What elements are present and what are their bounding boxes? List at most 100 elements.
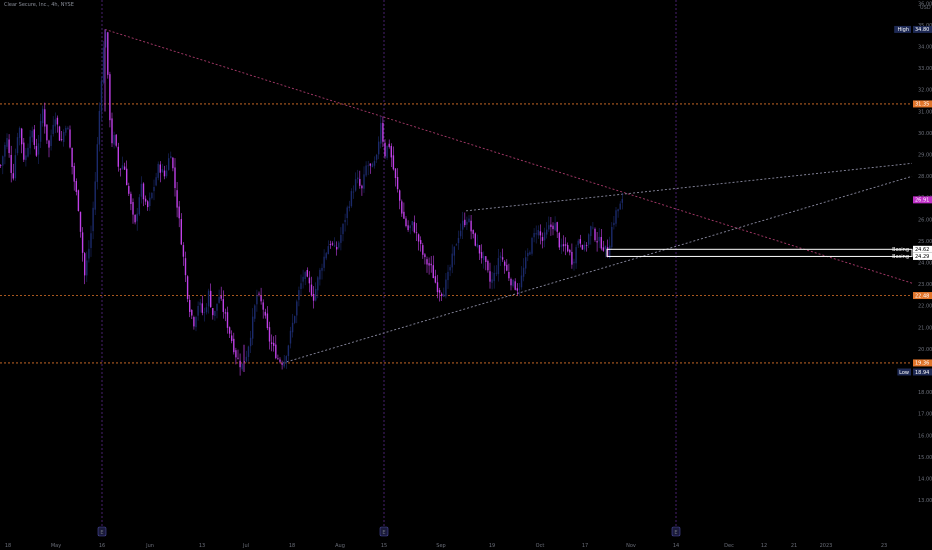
price-tick-label: 26.00 xyxy=(918,217,932,223)
candle-body xyxy=(361,185,363,189)
time-tick-label: 14 xyxy=(673,543,679,549)
candle-body xyxy=(371,163,374,168)
candle-body xyxy=(373,160,376,166)
time-tick-label: Jun xyxy=(145,543,154,549)
event-marker[interactable] xyxy=(97,526,107,537)
candle-body xyxy=(252,316,254,339)
price-tick-label: 31.00 xyxy=(918,109,932,115)
candle-body xyxy=(569,249,571,253)
candle-body xyxy=(567,245,569,252)
candle-body xyxy=(518,288,521,290)
candle-body xyxy=(390,145,392,158)
event-marker-label: E xyxy=(100,530,103,536)
candle-body xyxy=(153,186,155,192)
candle-body xyxy=(75,181,77,192)
candle-body xyxy=(254,305,256,319)
time-tick-label: 19 xyxy=(489,543,495,549)
candle-body xyxy=(615,210,617,224)
time-tick-label: May xyxy=(51,543,61,549)
candle-body xyxy=(537,229,539,236)
candle-body xyxy=(411,221,413,226)
price-tag-bg xyxy=(913,368,932,376)
candle-body xyxy=(489,271,491,282)
price-tag-bg xyxy=(913,196,932,204)
candle-body xyxy=(420,240,422,244)
candle-body xyxy=(543,232,546,241)
candle-body xyxy=(426,259,428,265)
price-tick-label: 33.00 xyxy=(918,66,932,72)
price-tag-value: 31.35 xyxy=(915,102,929,108)
candles-layer xyxy=(0,29,623,376)
time-tick-label: 2023 xyxy=(820,543,833,549)
candle-body xyxy=(172,157,174,169)
time-tick-label: 18 xyxy=(5,543,11,549)
candle-body xyxy=(333,245,336,247)
event-marker[interactable] xyxy=(671,526,681,537)
price-tag-value: 34.80 xyxy=(915,27,929,33)
candle-body xyxy=(222,299,224,312)
candle-body xyxy=(325,253,327,259)
candle-body xyxy=(121,165,124,170)
candle-body xyxy=(464,219,466,226)
price-tick-label: 13.00 xyxy=(918,498,932,504)
candle-body xyxy=(268,327,271,342)
trendline-rising-channel-top[interactable] xyxy=(465,162,913,212)
candle-body xyxy=(525,257,527,269)
price-tag-bg xyxy=(913,100,932,108)
price-tag-bg xyxy=(913,292,932,300)
candle-body xyxy=(405,218,407,226)
candle-body xyxy=(493,272,495,282)
candle-body xyxy=(541,237,544,241)
candle-body xyxy=(300,283,302,290)
candle-body xyxy=(474,233,476,246)
candle-body xyxy=(480,252,483,259)
candle-body xyxy=(409,225,411,229)
candle-body xyxy=(327,246,329,255)
candle-body xyxy=(279,359,281,362)
candle-body xyxy=(512,279,514,287)
trendline-resistance[interactable] xyxy=(104,28,913,284)
candle-body xyxy=(71,147,73,168)
price-tick-label: 28.00 xyxy=(918,174,932,180)
event-marker[interactable] xyxy=(379,526,389,537)
price-tag-label-bg xyxy=(894,25,911,33)
candle-body xyxy=(399,190,401,201)
candle-body xyxy=(84,253,86,276)
candle-body xyxy=(294,316,296,323)
candle-body xyxy=(306,269,308,277)
trendline-support[interactable] xyxy=(282,175,913,364)
candle-body xyxy=(235,350,237,358)
candle-body xyxy=(438,290,441,293)
price-tags-layer: High 34.80 31.35 26.91 Basing 24.62 Basing 24.2… xyxy=(892,25,932,376)
candle-body xyxy=(392,155,395,170)
candle-body xyxy=(564,244,567,246)
candle-body xyxy=(378,141,380,155)
candle-body xyxy=(560,244,563,247)
candle-body xyxy=(207,290,210,307)
candle-body xyxy=(577,240,579,246)
candle-body xyxy=(186,276,189,299)
candle-body xyxy=(445,279,447,297)
time-tick-label: Jul xyxy=(242,543,249,549)
candle-body xyxy=(65,127,67,133)
candle-body xyxy=(522,267,525,277)
price-tick-label: 21.00 xyxy=(918,325,932,331)
candle-body xyxy=(132,202,134,215)
candle-body xyxy=(457,237,460,244)
candle-body xyxy=(451,253,453,268)
candle-body xyxy=(342,223,344,235)
candle-body xyxy=(168,158,170,170)
candle-body xyxy=(552,225,554,230)
candle-body xyxy=(237,357,239,359)
candle-body xyxy=(529,252,531,255)
candle-body xyxy=(111,118,113,144)
candle-body xyxy=(144,198,147,202)
candle-body xyxy=(453,246,455,256)
candle-body xyxy=(128,186,130,194)
time-tick-label: 15 xyxy=(381,543,387,549)
candle-body xyxy=(516,288,518,291)
candle-body xyxy=(226,312,229,328)
candle-body xyxy=(396,177,399,190)
candle-body xyxy=(508,272,510,279)
